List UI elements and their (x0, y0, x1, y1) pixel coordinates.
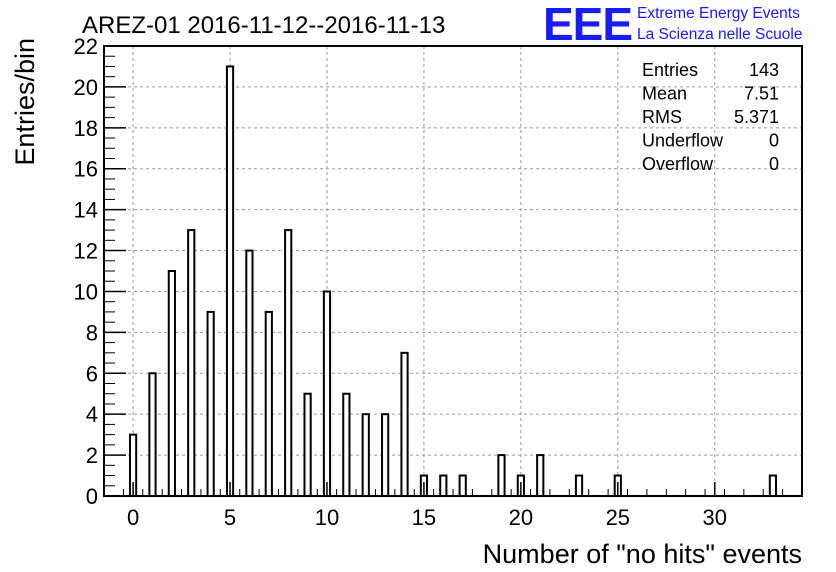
histogram-bar (206, 310, 215, 497)
y-tick-label: 22 (74, 34, 98, 59)
histogram-bar (400, 351, 409, 497)
histogram-bar (187, 229, 196, 497)
y-tick-label: 12 (74, 239, 98, 264)
histogram-bar (768, 474, 778, 497)
chart-title: AREZ-01 2016-11-12--2016-11-13 (82, 12, 445, 39)
histogram-bar (322, 290, 332, 498)
y-tick-label: 16 (74, 157, 98, 182)
y-tick-label: 2 (86, 443, 98, 468)
histogram-bar (497, 454, 506, 498)
logo-line2: La Scienza nelle Scuole (637, 26, 802, 43)
y-tick-label: 18 (74, 116, 98, 141)
y-tick-label: 10 (74, 279, 98, 304)
histogram-bar (458, 474, 467, 497)
logo-mark: EEE (543, 0, 632, 50)
y-tick-label: 0 (86, 484, 98, 509)
ticks: 0 2 4 6 8 10 12 14 16 18 20 22 0 5 10 15 20 25 30 (74, 34, 803, 530)
x-tick-label: 25 (606, 505, 630, 530)
stats-label: Entries (642, 60, 698, 80)
histogram-bar (574, 474, 584, 497)
x-tick-label: 20 (509, 505, 533, 530)
histogram-bar (342, 392, 351, 497)
stats-label: Underflow (642, 131, 724, 151)
y-tick-label: 8 (86, 320, 98, 345)
x-axis-title: Number of "no hits" events (483, 539, 802, 569)
y-tick-label: 4 (86, 402, 98, 427)
histogram-bar (148, 372, 157, 498)
histogram-bar (225, 65, 235, 497)
stats-label: Mean (642, 84, 687, 104)
stats-value: 0 (769, 131, 779, 151)
stats-value: 143 (749, 60, 779, 80)
y-axis-title: Entries/bin (10, 38, 40, 166)
stats-value: 7.51 (744, 84, 779, 104)
histogram-bar (264, 310, 273, 497)
histogram-bar (439, 474, 448, 497)
stats-box: Entries 143 Mean 7.51 RMS 5.371 Underflow 0 Over… (642, 60, 779, 174)
histogram-bar (303, 392, 312, 497)
y-tick-label: 14 (74, 198, 98, 223)
histogram-bar (361, 413, 370, 498)
eee-logo: EEE Extreme Energy Events La Scienza nel… (543, 0, 802, 50)
logo-line1: Extreme Energy Events (637, 5, 800, 22)
histogram-bar (381, 413, 390, 498)
x-tick-label: 5 (224, 505, 236, 530)
y-tick-label: 20 (74, 75, 98, 100)
stats-value: 0 (769, 154, 779, 174)
histogram-bar (284, 229, 293, 497)
x-tick-label: 0 (127, 505, 139, 530)
x-tick-label: 15 (412, 505, 436, 530)
histogram-bar (167, 270, 176, 497)
stats-label: Overflow (642, 154, 714, 174)
y-tick-label: 6 (86, 361, 98, 386)
stats-value: 5.371 (734, 107, 779, 127)
stats-label: RMS (642, 107, 682, 127)
x-tick-label: 10 (315, 505, 339, 530)
histogram-bar (536, 454, 545, 498)
grid (104, 46, 802, 496)
x-tick-label: 30 (703, 505, 727, 530)
histogram-bar (245, 249, 254, 497)
